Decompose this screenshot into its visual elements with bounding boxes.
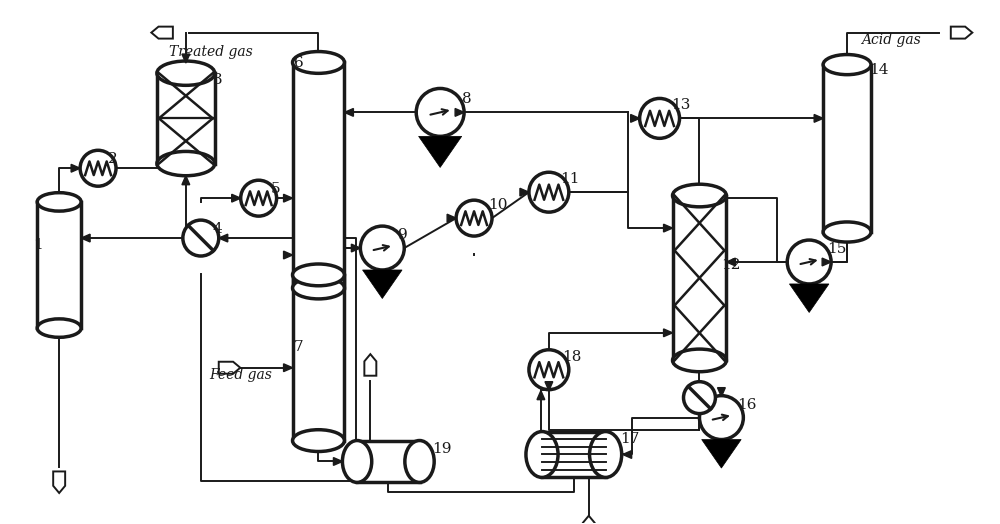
Bar [157, 73, 215, 163]
Text: 1: 1 [33, 238, 43, 252]
Polygon shape [182, 176, 190, 184]
Bar [293, 62, 344, 288]
Polygon shape [702, 440, 741, 468]
Text: Acid gas: Acid gas [861, 32, 921, 47]
Text: 9: 9 [398, 228, 408, 242]
Ellipse shape [293, 264, 344, 286]
Polygon shape [726, 258, 735, 266]
Polygon shape [545, 381, 553, 391]
Polygon shape [583, 516, 595, 524]
Circle shape [360, 226, 404, 270]
Text: 18: 18 [562, 350, 581, 364]
Text: 14: 14 [869, 62, 889, 77]
Text: 12: 12 [721, 258, 741, 272]
Polygon shape [344, 108, 353, 116]
Polygon shape [664, 329, 673, 337]
Polygon shape [623, 451, 632, 458]
Text: Feed gas: Feed gas [209, 368, 272, 381]
Polygon shape [81, 234, 90, 242]
Ellipse shape [673, 349, 726, 372]
Polygon shape [284, 194, 293, 202]
Text: 4: 4 [213, 222, 223, 236]
Text: 6: 6 [294, 56, 303, 70]
Text: Treated gas: Treated gas [169, 45, 253, 59]
Polygon shape [789, 284, 829, 312]
Ellipse shape [157, 61, 215, 85]
Polygon shape [151, 27, 173, 39]
Ellipse shape [157, 151, 215, 176]
Text: 17: 17 [620, 432, 639, 445]
Text: 15: 15 [827, 242, 847, 256]
Ellipse shape [673, 184, 726, 207]
Bar [293, 275, 344, 441]
Polygon shape [351, 244, 360, 252]
Ellipse shape [293, 430, 344, 452]
Bar [542, 432, 606, 477]
Polygon shape [447, 214, 456, 222]
Ellipse shape [37, 193, 81, 211]
Circle shape [684, 381, 715, 413]
Ellipse shape [37, 319, 81, 337]
Polygon shape [537, 391, 545, 400]
Polygon shape [219, 234, 228, 242]
Polygon shape [951, 27, 972, 39]
Polygon shape [822, 258, 831, 266]
Circle shape [640, 99, 680, 138]
Ellipse shape [526, 432, 558, 477]
Circle shape [241, 180, 277, 216]
Polygon shape [182, 54, 190, 63]
Text: 16: 16 [737, 398, 757, 412]
Polygon shape [718, 388, 725, 397]
Text: 5: 5 [271, 182, 280, 196]
Bar [357, 441, 420, 483]
Ellipse shape [293, 277, 344, 299]
Text: 3: 3 [213, 72, 222, 86]
Polygon shape [333, 457, 342, 465]
Polygon shape [631, 114, 640, 122]
Polygon shape [284, 251, 293, 259]
Bar [673, 195, 726, 361]
Ellipse shape [823, 54, 871, 74]
Bar [37, 202, 81, 328]
Polygon shape [419, 136, 462, 168]
Polygon shape [284, 364, 293, 372]
Polygon shape [71, 165, 80, 172]
Circle shape [456, 200, 492, 236]
Text: 2: 2 [108, 152, 118, 166]
Polygon shape [53, 472, 65, 493]
Ellipse shape [590, 432, 622, 477]
Text: 19: 19 [432, 442, 452, 455]
Ellipse shape [342, 441, 372, 483]
Circle shape [529, 172, 569, 212]
Polygon shape [520, 188, 529, 196]
Polygon shape [455, 108, 464, 116]
Circle shape [416, 89, 464, 136]
Circle shape [529, 350, 569, 390]
Circle shape [699, 396, 743, 440]
Text: 10: 10 [488, 198, 508, 212]
Text: 11: 11 [560, 172, 579, 186]
Bar [823, 64, 871, 232]
Polygon shape [364, 354, 376, 376]
Polygon shape [363, 270, 402, 299]
Ellipse shape [405, 441, 434, 483]
Polygon shape [814, 114, 823, 122]
Circle shape [80, 150, 116, 186]
Circle shape [787, 240, 831, 284]
Polygon shape [664, 224, 673, 232]
Polygon shape [219, 362, 240, 374]
Text: 7: 7 [294, 340, 303, 354]
Ellipse shape [293, 51, 344, 73]
Ellipse shape [823, 222, 871, 242]
Polygon shape [232, 194, 241, 202]
Text: 13: 13 [672, 99, 691, 113]
Text: 8: 8 [462, 92, 472, 106]
Circle shape [183, 220, 219, 256]
